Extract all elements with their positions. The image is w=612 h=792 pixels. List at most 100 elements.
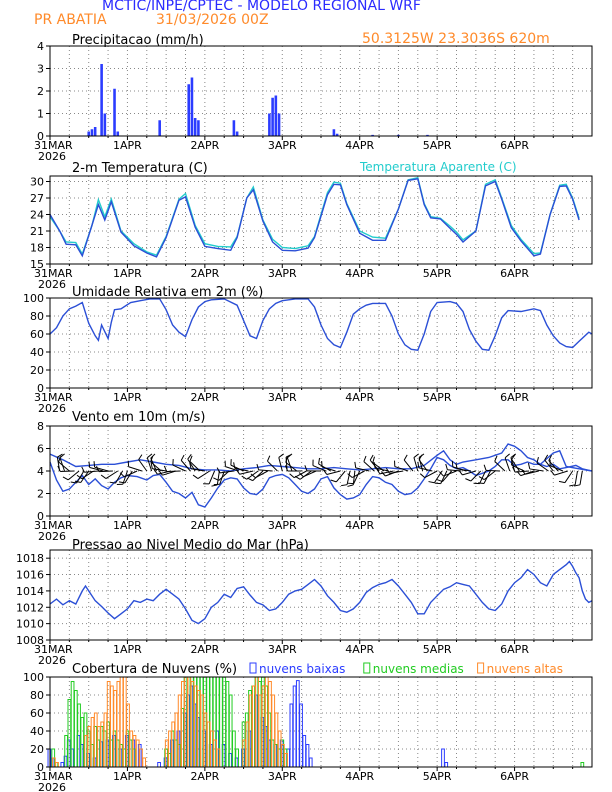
wind-barb-staff [504,457,511,472]
wind-barb-flag [527,462,531,470]
wind-barb-flag [363,455,367,462]
x-tick-label: 3APR [268,770,297,783]
cloud-bar [232,730,236,768]
x-year-label: 2026 [38,781,66,792]
wind-barb [321,460,336,472]
wind-barb-staff [424,470,438,479]
wind-barb-flag [58,456,62,463]
wind-barb-staff [457,468,472,472]
y-tick-label: 4 [37,40,44,53]
precip-bar [332,129,336,136]
x-tick-label: 2APR [190,770,219,783]
wind-barb-staff [536,462,549,472]
coordinates-label: 50.3125W 23.3036S 620m [362,31,550,47]
wind-barb [286,453,293,472]
wind-barb-staff [146,457,153,472]
wind-barb-flag [511,454,516,460]
wind-barb-staff [529,468,544,472]
wind-barb-flag [138,454,143,460]
precip-bar [113,88,116,136]
wind-barb-staff [511,459,520,472]
org-title: MCTIC/INPE/CPTEC - MODELO REGIONAL WRF [102,0,421,14]
run-date-label: 31/03/2026 00Z [156,12,269,28]
wind-barb [189,462,205,472]
wind-barb [403,454,414,472]
x-tick-label: 4APR [345,139,374,152]
cloud-bar [84,735,88,768]
precip-bar [116,131,120,136]
wind-barb [419,470,438,479]
wind-barb-flag [341,484,348,487]
wind-barb-staff [321,466,336,472]
cloud-bar [97,726,101,768]
x-tick-label: 5APR [423,391,452,404]
wind-barb-staff [470,470,482,482]
wind-barb-flag [455,462,458,469]
precip-bar [87,131,91,136]
x-tick-label: 5APR [423,139,452,152]
cloud-bar [73,690,78,768]
precip-bar [371,134,374,136]
wind-barb-staff [89,467,104,472]
wind-barb [109,470,124,484]
wind-barb-flag [284,465,289,472]
precip-bar [187,84,191,136]
wind-barb-flag [512,466,516,473]
wind-barb [385,467,404,474]
cloud-bar [308,757,313,768]
wind-barb [235,469,254,475]
y-tick-label: 60 [30,707,44,720]
precip-bar [426,134,429,136]
wind-barb-staff [544,459,554,472]
precip-bar [193,118,197,136]
x-year-label: 2026 [38,150,66,163]
wind-barb-flag [376,468,381,475]
wind-barb-flag [413,453,420,458]
y-tick-label: 1008 [16,634,44,647]
wind-barb-staff [413,457,419,472]
wind-barb-flag [119,472,125,478]
wind-barb [347,470,356,487]
x-tick-label: 5APR [423,770,452,783]
wind-barb-flag [544,454,549,461]
precip-bar [335,133,339,136]
x-tick-label: 4APR [345,770,374,783]
wind-barb-staff [84,470,99,473]
wind-barb [569,470,578,487]
legend-label: nuvens baixas [259,662,345,676]
wind-barb-staff [105,470,119,479]
precip-bar [93,127,97,136]
y-tick-label: 24 [30,209,44,222]
wind-barb-staff [285,461,298,472]
wind-barb-staff [549,465,564,472]
cloud-bar [70,681,75,768]
y-tick-label: 1014 [16,585,44,598]
wind-barb-flag [504,453,511,459]
cloud-bar [168,730,172,768]
wind-barb-flag [369,454,374,461]
wind-barb-staff [355,467,370,472]
y-tick-label: 27 [30,192,44,205]
x-tick-label: 5APR [423,267,452,280]
wind-barb [473,470,486,485]
x-tick-label: 31MAR [34,770,73,783]
wind-barb [172,459,186,472]
x-tick-label: 31MAR [34,391,73,404]
legend-swatch [363,662,371,674]
wind-barb [544,454,554,472]
wind-barb [138,454,148,472]
wind-barb-flag [373,462,376,469]
y-tick-label: 15 [30,258,44,271]
wind-barb-flag [285,456,288,463]
wind-barb [116,470,128,485]
precip-bar [197,120,200,136]
wind-barb-staff [138,459,148,472]
wind-barb-staff [579,470,583,485]
wind-barb [88,461,104,472]
wind-barb-flag [150,462,153,469]
wind-barb-staff [189,461,201,472]
cloud-bar [284,753,288,768]
wind-barb-flag [548,454,552,461]
cloud-bar [80,717,85,768]
